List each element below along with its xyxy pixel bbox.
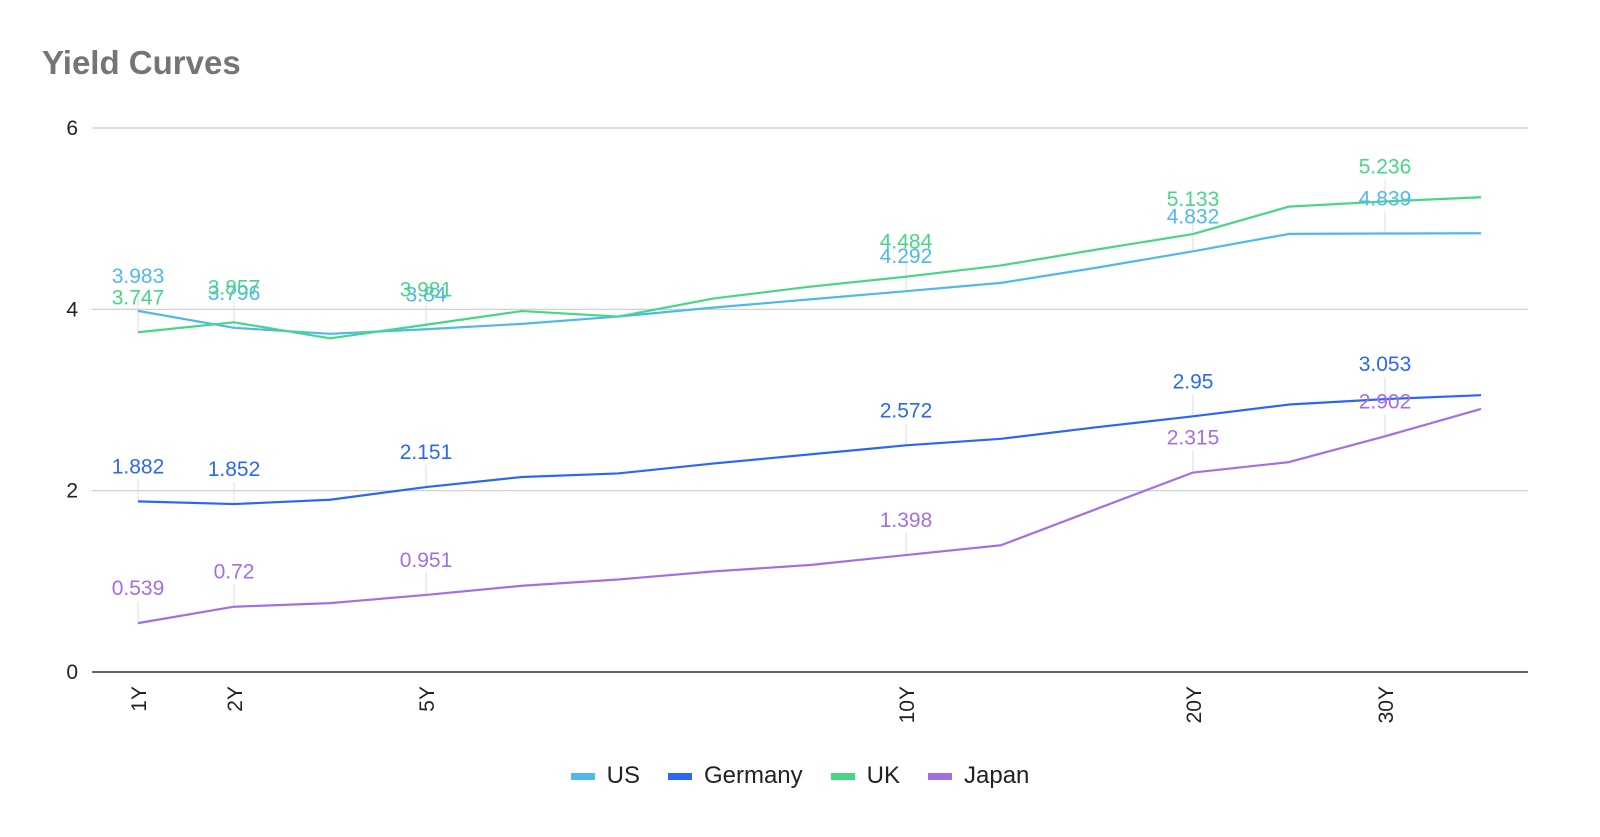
legend-label: Japan (964, 762, 1030, 789)
legend-item-japan: Japan (928, 762, 1029, 790)
y-tick-label: 6 (66, 117, 78, 140)
data-label-uk: 3.747 (112, 286, 165, 309)
data-label-japan: 2.315 (1167, 427, 1220, 450)
legend-item-uk: UK (830, 762, 900, 790)
data-label-germany: 2.151 (400, 441, 453, 464)
x-tick-label: 2Y (224, 686, 247, 712)
x-tick-label: 10Y (896, 686, 919, 723)
data-label-uk: 4.484 (880, 231, 933, 254)
data-label-japan: 0.951 (400, 549, 453, 572)
data-label-japan: 0.539 (112, 577, 165, 600)
legend-swatch (570, 772, 595, 780)
data-label-japan: 1.398 (880, 509, 933, 532)
y-tick-label: 0 (66, 661, 78, 684)
data-label-germany: 2.572 (880, 399, 933, 422)
data-label-germany: 3.053 (1359, 353, 1412, 376)
legend-label: UK (866, 762, 900, 789)
x-tick-label: 1Y (128, 686, 151, 712)
data-label-us: 4.832 (1167, 205, 1220, 228)
data-label-uk: 3.857 (208, 276, 261, 299)
data-label-us: 3.84 (406, 283, 447, 306)
data-label-uk: 5.133 (1167, 188, 1220, 211)
data-label-japan: 2.902 (1359, 390, 1412, 413)
y-tick-label: 2 (66, 480, 78, 503)
legend-swatch (928, 772, 952, 780)
legend-swatch (830, 772, 855, 780)
data-label-japan: 0.72 (214, 561, 255, 584)
x-tick-label: 30Y (1375, 686, 1398, 723)
data-label-us: 3.983 (112, 265, 165, 288)
data-label-uk: 5.236 (1359, 155, 1412, 178)
series-line-us (137, 232, 1482, 335)
x-tick-label: 20Y (1183, 686, 1206, 723)
legend-swatch (667, 772, 692, 780)
data-label-germany: 1.852 (208, 458, 261, 481)
legend-item-germany: Germany (667, 762, 803, 790)
legend-label: US (606, 762, 640, 789)
data-label-germany: 2.95 (1173, 370, 1214, 393)
chart-title: Yield Curves (42, 44, 241, 81)
data-label-us: 4.839 (1359, 188, 1412, 211)
legend-item-us: US (570, 762, 640, 790)
series-line-japan (137, 407, 1482, 625)
series-line-uk (137, 196, 1482, 340)
data-label-us: 4.292 (880, 245, 933, 268)
y-tick-label: 4 (66, 298, 78, 321)
data-label-uk: 3.981 (400, 279, 453, 302)
x-tick-label: 5Y (416, 686, 439, 712)
data-label-germany: 1.882 (112, 455, 165, 478)
series-line-germany (137, 394, 1482, 506)
chart-legend: US Germany UK Japan (0, 762, 1600, 790)
legend-label: Germany (703, 762, 803, 789)
data-label-us: 3.796 (208, 282, 261, 305)
